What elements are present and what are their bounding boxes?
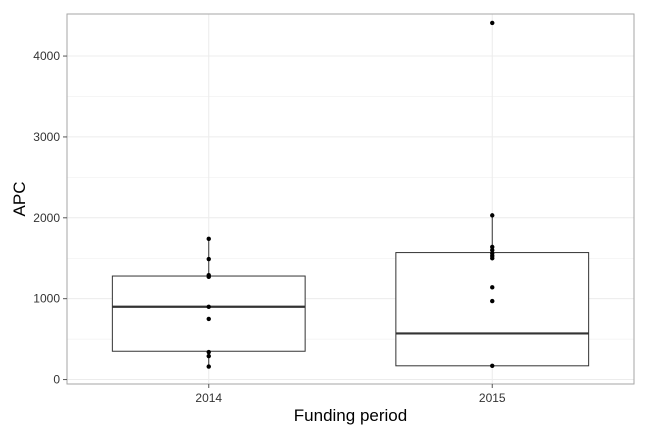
x-tick-label: 2014: [195, 391, 222, 405]
data-point: [206, 256, 211, 262]
data-point: [206, 353, 211, 359]
data-point: [490, 251, 495, 256]
data-point: [490, 363, 495, 369]
data-point: [206, 349, 211, 355]
x-tick-label: 2015: [479, 391, 506, 405]
data-point: [206, 304, 211, 309]
data-point: [206, 273, 211, 278]
box-2014: [111, 275, 306, 352]
y-tick-label: 0: [53, 373, 60, 387]
x-axis-title: Funding period: [294, 406, 407, 425]
boxes: [111, 215, 590, 367]
data-point: [490, 247, 495, 253]
data-point: [206, 236, 211, 242]
data-point: [206, 316, 211, 322]
plot-panel: [66, 13, 635, 385]
y-axis-title: APC: [10, 182, 29, 217]
y-tick-label: 1000: [33, 292, 60, 306]
data-points: [206, 20, 495, 369]
y-tick-label: 3000: [33, 130, 60, 144]
data-point: [490, 20, 495, 26]
y-tick-label: 2000: [33, 211, 60, 225]
box-2015: [395, 252, 590, 367]
data-point: [490, 298, 495, 304]
data-point: [490, 244, 495, 250]
data-point: [490, 213, 495, 218]
data-point: [206, 364, 211, 369]
y-tick-label: 4000: [33, 49, 60, 63]
axes: 0 1000 2000 3000 4000 2014 2015: [33, 49, 506, 405]
data-point: [490, 285, 495, 290]
